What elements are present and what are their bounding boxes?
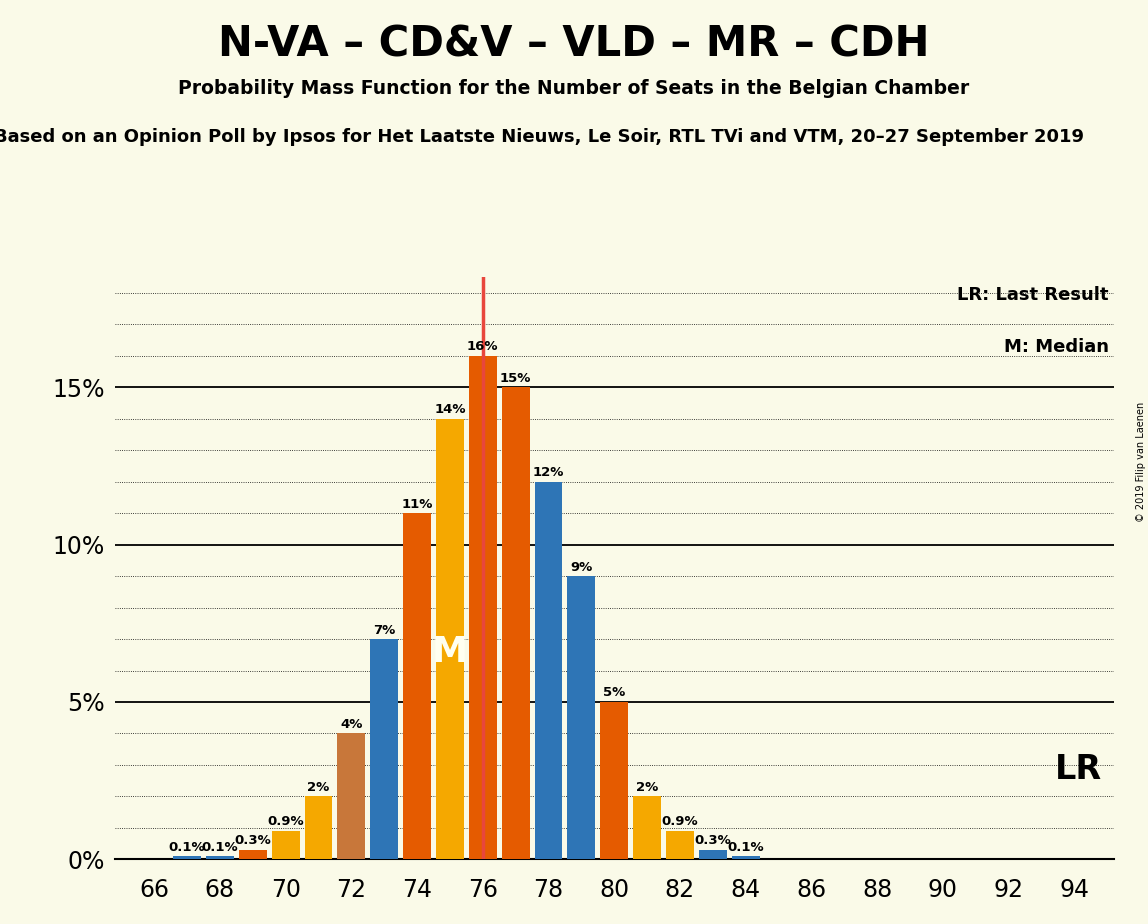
Text: 11%: 11%	[402, 498, 433, 511]
Text: M: Median: M: Median	[1003, 338, 1109, 357]
Text: 0.1%: 0.1%	[169, 841, 205, 854]
Text: 0.1%: 0.1%	[728, 841, 763, 854]
Text: 0.9%: 0.9%	[267, 816, 304, 829]
Bar	[403, 513, 430, 859]
Text: © 2019 Filip van Laenen: © 2019 Filip van Laenen	[1135, 402, 1146, 522]
Text: 0.9%: 0.9%	[661, 816, 698, 829]
Text: N-VA – CD&V – VLD – MR – CDH: N-VA – CD&V – VLD – MR – CDH	[218, 23, 930, 65]
Text: 12%: 12%	[533, 467, 564, 480]
Text: 16%: 16%	[467, 340, 498, 353]
Text: 15%: 15%	[499, 371, 532, 384]
Text: LR: Last Result: LR: Last Result	[957, 286, 1109, 304]
Bar	[239, 850, 266, 859]
Text: 14%: 14%	[434, 403, 466, 417]
Bar	[205, 857, 234, 859]
Text: 4%: 4%	[340, 718, 363, 731]
Bar	[468, 356, 497, 859]
Text: Probability Mass Function for the Number of Seats in the Belgian Chamber: Probability Mass Function for the Number…	[178, 79, 970, 98]
Text: 7%: 7%	[373, 624, 395, 637]
Bar	[371, 639, 398, 859]
Text: 2%: 2%	[308, 781, 329, 794]
Bar	[666, 831, 693, 859]
Text: Based on an Opinion Poll by Ipsos for Het Laatste Nieuws, Le Soir, RTL TVi and V: Based on an Opinion Poll by Ipsos for He…	[0, 128, 1084, 145]
Text: 0.3%: 0.3%	[234, 834, 271, 847]
Bar	[535, 481, 563, 859]
Bar	[567, 577, 596, 859]
Bar	[304, 796, 333, 859]
Bar	[502, 387, 529, 859]
Bar	[272, 831, 300, 859]
Bar	[436, 419, 464, 859]
Bar	[699, 850, 727, 859]
Text: LR: LR	[1055, 752, 1102, 785]
Bar	[173, 857, 201, 859]
Text: 0.3%: 0.3%	[695, 834, 731, 847]
Bar	[600, 702, 628, 859]
Text: 5%: 5%	[603, 687, 626, 699]
Bar	[731, 857, 760, 859]
Bar	[633, 796, 661, 859]
Text: 2%: 2%	[636, 781, 658, 794]
Bar	[338, 734, 365, 859]
Text: M: M	[432, 636, 468, 669]
Text: 0.1%: 0.1%	[202, 841, 239, 854]
Text: 9%: 9%	[571, 561, 592, 574]
